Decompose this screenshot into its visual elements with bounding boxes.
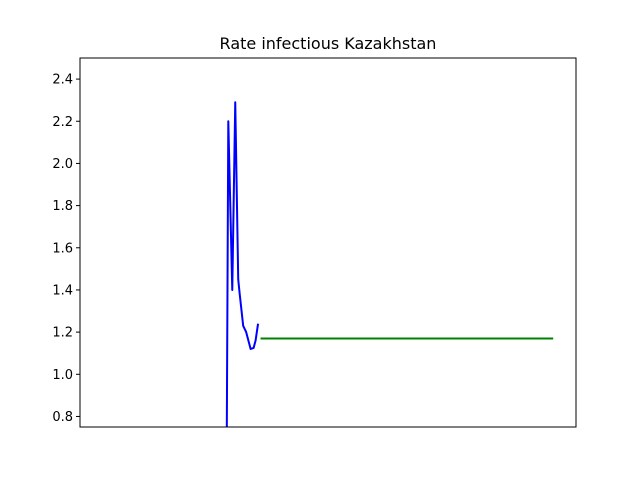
y-tick-label: 1.4 — [52, 283, 73, 298]
series-layer — [225, 101, 554, 428]
y-tick-label: 1.6 — [52, 241, 73, 256]
y-tick-label: 1.8 — [52, 199, 73, 214]
y-tick-label: 0.8 — [52, 410, 73, 425]
y-tick-label: 1.0 — [52, 368, 73, 383]
y-tick-label: 1.2 — [52, 326, 73, 341]
chart-title: Rate infectious Kazakhstan — [220, 34, 437, 53]
series-line-1 — [225, 101, 260, 428]
y-tick-label: 2.0 — [52, 157, 73, 172]
y-axis-ticks: 0.8 1.0 1.2 1.4 1.6 1.8 2.0 2.2 2.4 — [52, 73, 80, 425]
y-tick-label: 2.2 — [52, 115, 73, 130]
plot-frame — [79, 57, 577, 428]
y-tick-label: 2.4 — [52, 73, 73, 88]
